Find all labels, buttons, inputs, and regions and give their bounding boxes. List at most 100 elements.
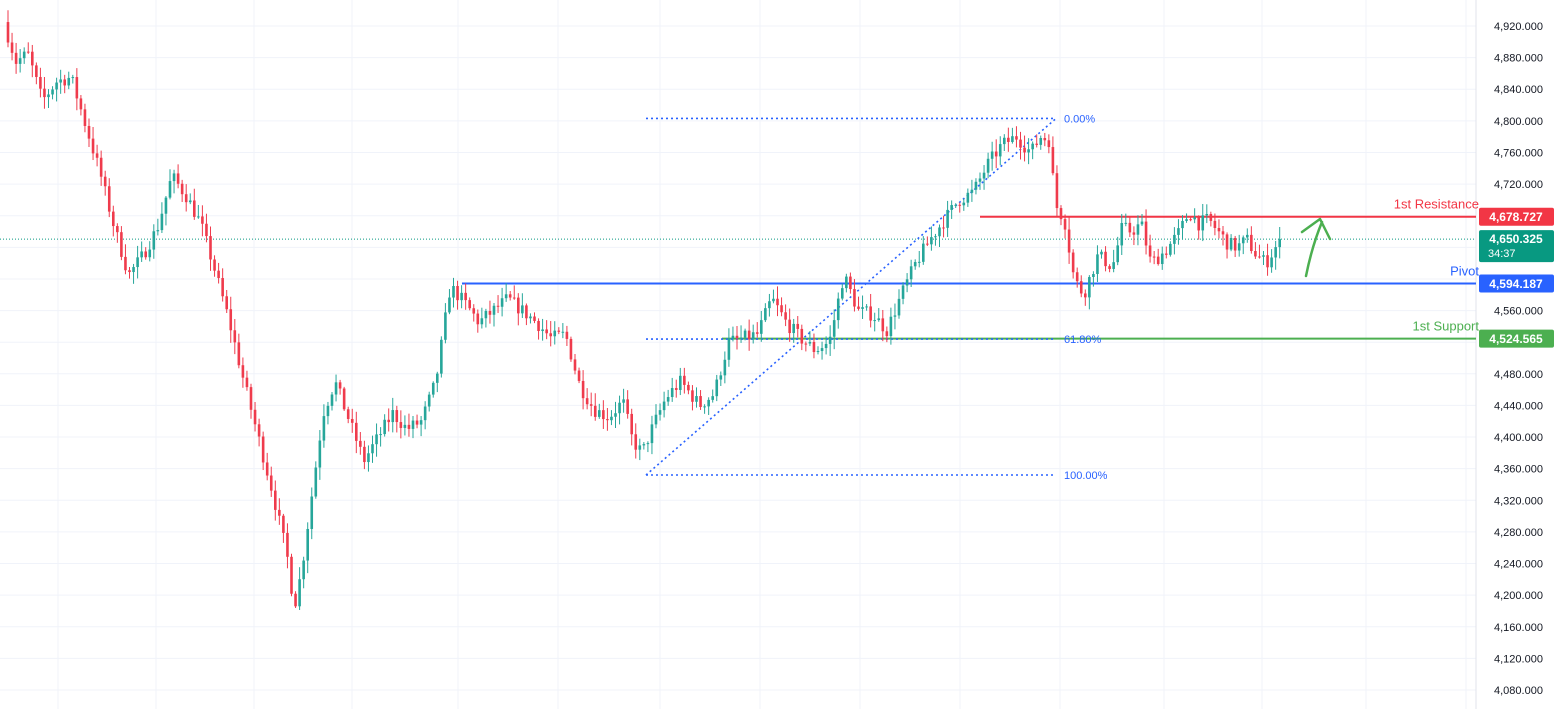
candle — [541, 318, 544, 341]
candle — [419, 416, 423, 437]
candle-body — [156, 230, 160, 232]
candle — [792, 318, 795, 343]
y-tick-label: 4,480.000 — [1494, 369, 1543, 381]
candle-body — [1221, 231, 1225, 235]
candle — [1177, 219, 1180, 245]
candle-body — [237, 342, 241, 366]
candle — [873, 312, 876, 332]
fibonacci-retracement[interactable]: 0.00% 61.80% 100.00% — [645, 113, 1108, 482]
candle-body — [1007, 137, 1010, 142]
candle — [545, 320, 548, 340]
candle — [152, 224, 156, 259]
candle — [565, 325, 569, 346]
candle — [1262, 250, 1265, 266]
candle-body — [334, 382, 338, 395]
candle — [764, 303, 767, 323]
candle-body — [193, 200, 196, 217]
candle-body — [650, 424, 654, 444]
candle-body — [1108, 266, 1111, 269]
candle — [1092, 271, 1095, 287]
candle — [573, 354, 577, 375]
candle-body — [1104, 251, 1107, 267]
candle-body — [496, 305, 500, 307]
candle — [691, 385, 694, 411]
fib-level-label: 100.00% — [1064, 470, 1108, 482]
price-labels: 4,678.727 4,594.187 4,524.565 4,650.325 34:3… — [1479, 207, 1554, 348]
candle-body — [743, 330, 747, 338]
candle — [1258, 244, 1261, 259]
candle-body — [585, 398, 589, 405]
candle — [1181, 215, 1184, 240]
candle — [176, 164, 180, 189]
candle — [893, 303, 897, 330]
pivot-price-tag-text: 4,594.187 — [1489, 277, 1543, 291]
candle — [148, 241, 152, 262]
candle-body — [480, 318, 484, 325]
candle — [302, 556, 305, 589]
candle — [229, 296, 233, 343]
current-price-tag: 4,650.325 34:37 — [1479, 230, 1554, 263]
candle-body — [504, 294, 508, 299]
candle-body — [322, 416, 326, 441]
candle-body — [942, 227, 945, 229]
candle — [444, 303, 447, 344]
candle — [55, 77, 58, 102]
candle-body — [484, 311, 488, 319]
candle-body — [1003, 137, 1006, 145]
candle-body — [176, 173, 180, 184]
candle-body — [897, 298, 901, 316]
candle-body — [1250, 234, 1253, 252]
candle-body — [22, 51, 26, 59]
candle-body — [638, 445, 642, 450]
fib-trend-line[interactable] — [645, 117, 1057, 476]
candle-body — [18, 58, 22, 64]
candle — [1027, 138, 1030, 165]
candle — [638, 438, 642, 461]
candle-body — [755, 332, 759, 334]
candle-body — [379, 434, 382, 436]
candle-body — [1246, 234, 1249, 238]
candle-body — [662, 401, 666, 411]
y-tick-label: 4,920.000 — [1494, 21, 1543, 33]
candle — [1120, 213, 1124, 255]
candle — [618, 395, 621, 425]
y-tick-label: 4,280.000 — [1494, 527, 1543, 539]
candle — [355, 411, 358, 454]
candle-body — [225, 296, 228, 310]
candle-body — [946, 209, 949, 228]
candle-body — [1209, 214, 1213, 221]
candle — [679, 367, 682, 396]
candle — [508, 291, 512, 301]
candle — [610, 410, 613, 426]
candle-body — [188, 200, 192, 203]
candle-body — [468, 300, 471, 309]
price-axis[interactable]: 4,920.000 4,880.000 4,840.000 4,800.000 4,76… — [1475, 0, 1543, 709]
annotations — [1300, 217, 1332, 278]
candle — [184, 184, 188, 212]
candle — [1088, 275, 1091, 310]
candle-body — [217, 270, 220, 279]
candle — [974, 178, 978, 195]
candle — [371, 435, 374, 463]
candle — [326, 401, 330, 425]
candle-body — [124, 256, 127, 271]
candle-body — [180, 183, 184, 195]
candle-body — [1165, 253, 1168, 255]
candle — [1096, 245, 1099, 282]
candle — [1185, 213, 1188, 223]
candle-body — [646, 443, 650, 445]
candle-body — [808, 341, 812, 344]
candle-body — [1039, 138, 1043, 145]
candle — [500, 287, 504, 317]
candle — [804, 341, 808, 352]
candle — [784, 304, 787, 327]
candle-body — [666, 397, 670, 402]
candle — [140, 241, 143, 262]
candle-body — [1189, 219, 1192, 221]
candle — [164, 196, 168, 226]
candle — [654, 404, 658, 429]
candle — [755, 322, 759, 338]
candle — [79, 95, 83, 116]
